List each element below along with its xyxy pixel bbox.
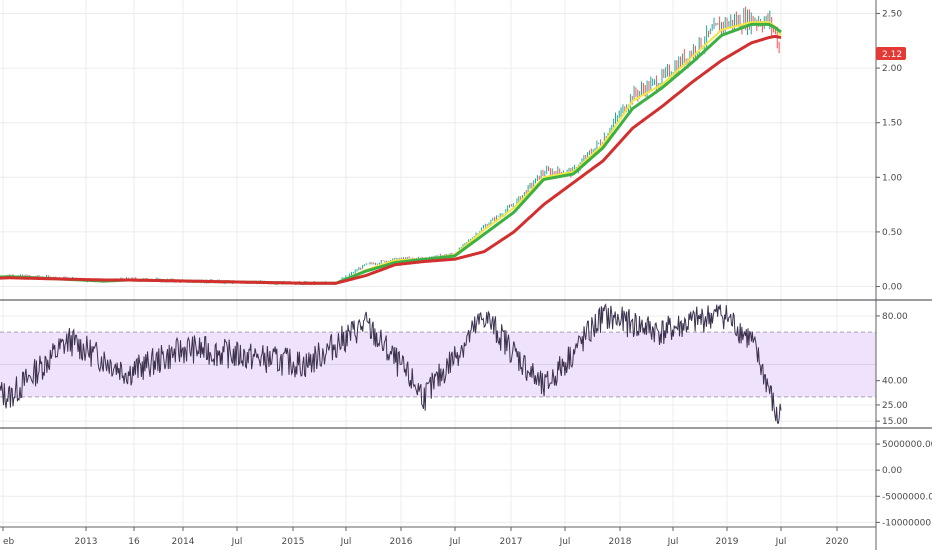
price-axis-tick-label: 1.50 <box>882 119 902 129</box>
rsi-pane[interactable] <box>0 303 876 424</box>
time-axis-tick-label: 2016 <box>390 537 413 547</box>
time-axis-tick-label: Jul <box>231 537 243 547</box>
time-axis-tick-label: 2015 <box>282 537 305 547</box>
time-axis-tick-label: Jul <box>449 537 461 547</box>
time-axis-tick-label: 2014 <box>172 537 195 547</box>
price-axis-tick-label: 5000000.00 <box>882 440 932 450</box>
price-axis-tick-label: 0.00 <box>882 466 902 476</box>
price-axis-tick-label: 0.50 <box>882 228 902 238</box>
price-axis-tick-label: 80.00 <box>882 312 908 322</box>
ema-slow-line <box>0 35 782 285</box>
time-axis-tick-label: Jul <box>340 537 352 547</box>
price-axis-tick-label: -10000000.00 <box>882 518 932 528</box>
price-pane[interactable] <box>0 6 782 286</box>
price-axis-tick-label: 25.00 <box>882 401 908 411</box>
price-axis-tick-label: 0.00 <box>882 283 902 293</box>
last-price-label: 2.12 <box>882 50 902 60</box>
price-axis-tick-label: 2.50 <box>882 9 902 19</box>
time-axis-tick-label: Jul <box>559 537 571 547</box>
price-axis-tick-label: -5000000.00 <box>882 492 932 502</box>
price-axis-tick-label: 40.00 <box>882 377 908 387</box>
price-axis-tick-label: 15.00 <box>882 417 908 427</box>
time-axis-tick-label: 2013 <box>75 537 98 547</box>
price-axis-tick-label: 1.00 <box>882 173 902 183</box>
last-price-marker: 2.12 <box>876 47 906 60</box>
time-axis-tick-label: 2017 <box>500 537 523 547</box>
time-axis-tick-label: Jul <box>667 537 679 547</box>
time-axis-tick-label: 16 <box>128 537 140 547</box>
time-axis-tick-label: 2019 <box>716 537 739 547</box>
time-axis-tick-label: 2018 <box>609 537 632 547</box>
time-axis-tick-label: Jul <box>775 537 787 547</box>
price-axis[interactable]: 2.50 2.00 1.50 1.00 0.50 0.00 80.00 40.00 25.00 1… <box>876 9 932 528</box>
rsi-line <box>0 303 782 424</box>
time-axis[interactable]: eb 2013 16 2014 Jul 2015 Jul 2016 Jul 2017 Jul 2018… <box>2 527 849 547</box>
time-axis-tick-label: eb <box>3 537 15 547</box>
time-axis-tick-label: 2020 <box>826 537 849 547</box>
price-axis-tick-label: 2.00 <box>882 64 902 74</box>
